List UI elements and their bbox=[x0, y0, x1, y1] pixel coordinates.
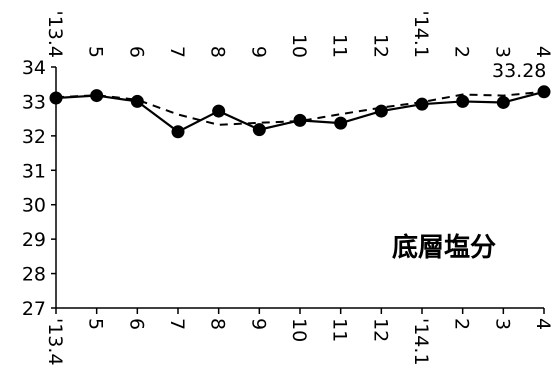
data-point bbox=[374, 104, 388, 118]
x-axis-bottom: '13.4 5 6 7 8 9 10 11 12 '14.1 2 3 4 bbox=[44, 307, 551, 366]
x-tick-label-bottom: 9 bbox=[247, 318, 269, 330]
x-tick-label-bottom: 10 bbox=[288, 318, 310, 342]
x-tick-label-bottom: 6 bbox=[125, 318, 147, 330]
y-tick-label: 30 bbox=[22, 195, 46, 217]
data-point bbox=[252, 123, 266, 137]
data-point bbox=[130, 94, 144, 108]
x-tick-label-top: 12 bbox=[369, 34, 391, 58]
x-axis-top: '13.4 5 6 7 8 9 10 11 12 '14.1 2 3 4 bbox=[44, 10, 551, 58]
y-tick-label: 31 bbox=[22, 160, 46, 182]
x-tick-label-bottom: 3 bbox=[491, 318, 513, 330]
data-point bbox=[496, 95, 510, 109]
average-line bbox=[55, 90, 545, 126]
x-tick-label-top: 7 bbox=[166, 46, 188, 58]
data-point bbox=[293, 113, 307, 127]
x-tick-label-top: 10 bbox=[288, 34, 310, 58]
x-tick-label-top: '14.1 bbox=[410, 10, 432, 58]
data-point bbox=[171, 125, 185, 139]
data-point bbox=[415, 97, 429, 111]
y-tick-label: 29 bbox=[22, 229, 46, 251]
x-tick-label-bottom: 12 bbox=[369, 318, 391, 342]
y-tick-label: 32 bbox=[22, 126, 46, 148]
x-tick-label-top: 4 bbox=[532, 46, 551, 58]
data-point bbox=[334, 116, 348, 130]
x-tick-label-bottom: 2 bbox=[451, 318, 473, 330]
x-tick-label-bottom: 7 bbox=[166, 318, 188, 330]
data-point bbox=[212, 104, 226, 118]
y-tick-label: 34 bbox=[22, 57, 46, 79]
data-point bbox=[456, 94, 470, 108]
x-tick-label-bottom: '13.4 bbox=[44, 318, 66, 366]
y-tick-label: 33 bbox=[22, 91, 46, 113]
last-value-label: 33.28 bbox=[492, 60, 546, 82]
x-tick-label-top: 9 bbox=[247, 46, 269, 58]
y-axis: 27 28 29 30 31 32 33 34 bbox=[22, 57, 57, 320]
x-tick-label-top: '13.4 bbox=[44, 10, 66, 58]
y-tick-label: 28 bbox=[22, 264, 46, 286]
data-point bbox=[49, 91, 63, 105]
x-tick-label-top: 8 bbox=[207, 46, 229, 58]
x-tick-label-top: 11 bbox=[329, 34, 351, 58]
measured-series bbox=[49, 85, 551, 139]
x-tick-label-bottom: '14.1 bbox=[410, 318, 432, 366]
x-tick-label-bottom: 5 bbox=[85, 318, 107, 330]
x-tick-label-bottom: 4 bbox=[532, 318, 551, 330]
x-tick-label-top: 5 bbox=[85, 46, 107, 58]
x-tick-label-bottom: 11 bbox=[329, 318, 351, 342]
average-series bbox=[55, 90, 545, 126]
x-tick-label-bottom: 8 bbox=[207, 318, 229, 330]
x-tick-label-top: 3 bbox=[491, 46, 513, 58]
x-tick-label-top: 2 bbox=[451, 46, 473, 58]
y-tick-label: 27 bbox=[22, 298, 46, 320]
x-tick-label-top: 6 bbox=[125, 46, 147, 58]
data-point bbox=[90, 89, 104, 103]
chart-title: 底層塩分 bbox=[392, 232, 496, 263]
data-point bbox=[537, 85, 551, 99]
